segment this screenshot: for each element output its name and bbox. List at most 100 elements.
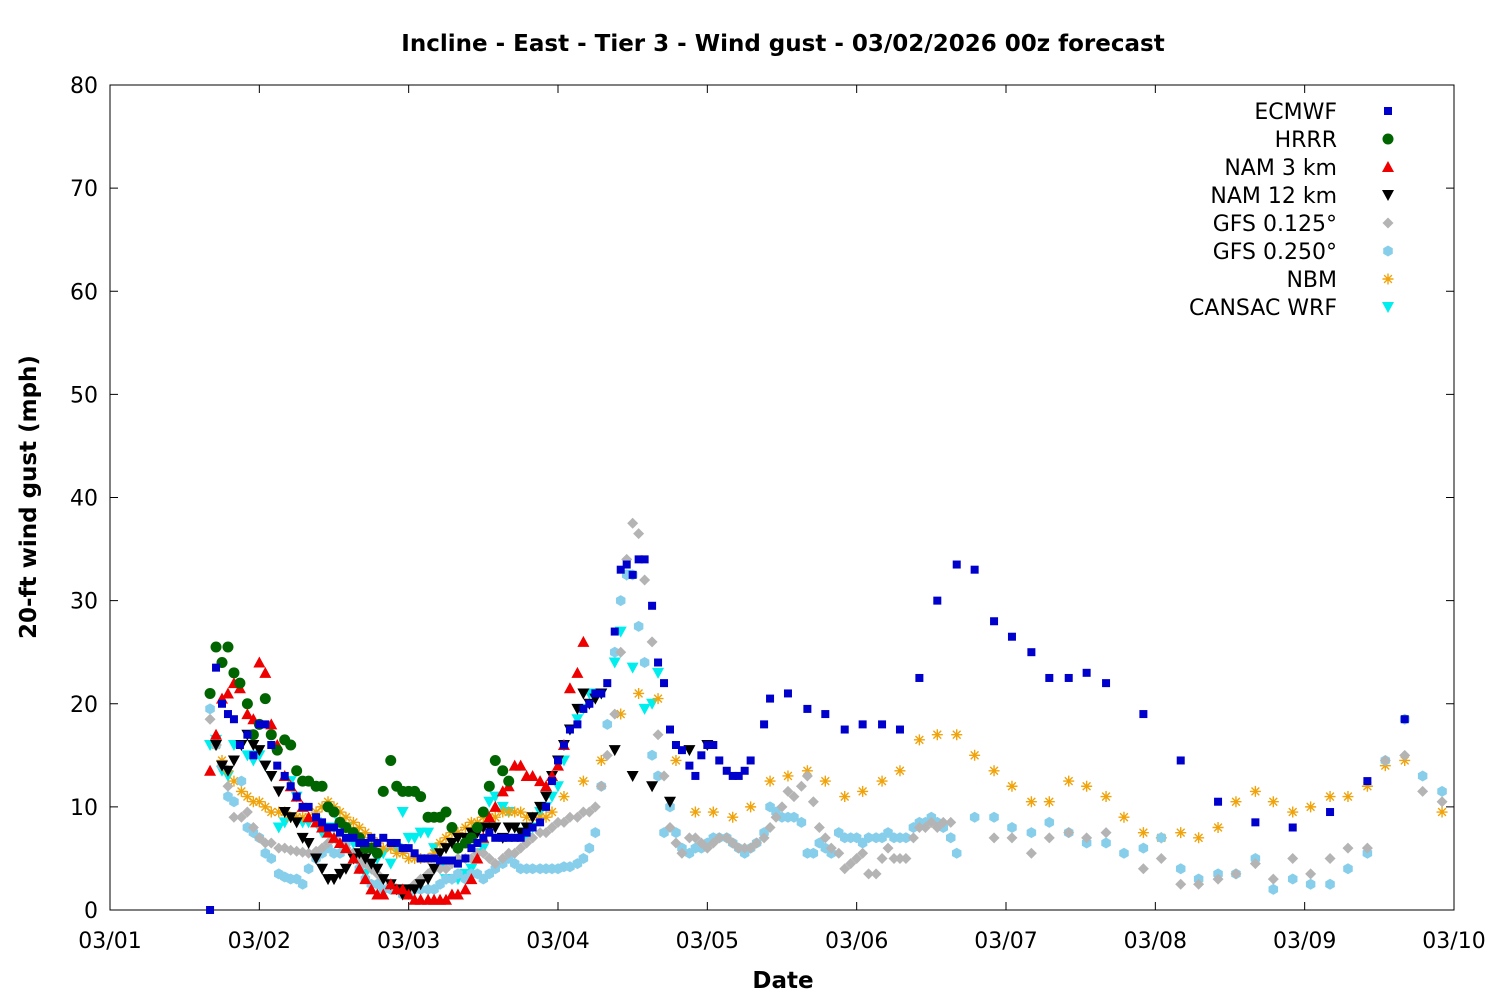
data-point-gfs-0-125 [727, 837, 739, 849]
data-point-nbm [521, 811, 533, 823]
legend-label-gfs-0-125: GFS 0.125° [1213, 212, 1337, 237]
data-point-nam-3-km [465, 873, 478, 885]
data-point-ecmwf [579, 704, 588, 713]
data-point-nam-3-km [204, 764, 217, 776]
data-point-nbm [340, 811, 352, 823]
legend-marker-ecmwf [1384, 107, 1392, 115]
data-point-hrrr [241, 698, 253, 710]
data-point-gfs-0-125 [782, 785, 794, 797]
data-point-nbm [497, 806, 509, 818]
data-point-ecmwf [895, 725, 904, 734]
data-point-nam-12-km [310, 853, 323, 865]
data-point-gfs-0-125 [595, 780, 607, 792]
legend-label-ecmwf: ECMWF [1254, 100, 1337, 125]
data-point-gfs-0-250 [989, 811, 999, 823]
data-point-nbm [391, 847, 403, 859]
data-point-ecmwf [734, 771, 743, 780]
data-point-nam-12-km [445, 837, 458, 849]
legend-label-cansac-wrf: CANSAC WRF [1189, 296, 1337, 321]
data-point-ecmwf [355, 838, 364, 847]
data-point-nbm [745, 801, 757, 813]
data-point-nam-3-km [451, 888, 464, 900]
data-point-cansac-wrf [652, 667, 665, 679]
data-point-ecmwf [280, 771, 289, 780]
data-point-nbm [452, 827, 464, 839]
data-point-gfs-0-125 [265, 837, 277, 849]
data-point-gfs-0-250 [1417, 770, 1428, 782]
data-point-nbm [913, 734, 925, 746]
data-point-ecmwf [218, 699, 226, 708]
data-point-ecmwf [255, 720, 264, 729]
x-tick-label: 03/01 [78, 929, 141, 954]
data-point-ecmwf [304, 802, 313, 811]
legend-label-nbm: NBM [1286, 268, 1337, 293]
x-tick-label: 03/06 [825, 929, 888, 954]
data-point-nbm [894, 765, 906, 777]
y-axis-ticks: 0 10 20 30 40 50 60 70 80 [70, 74, 1454, 924]
data-point-ecmwf [453, 859, 462, 868]
data-point-ecmwf [1139, 710, 1148, 719]
data-point-gfs-0-125 [713, 832, 725, 844]
data-point-gfs-0-125 [1006, 832, 1018, 844]
data-point-ecmwf [548, 777, 557, 786]
data-point-gfs-0-125 [888, 852, 900, 864]
data-point-hrrr [228, 667, 240, 679]
data-point-nbm [577, 775, 589, 787]
data-point-gfs-0-125 [316, 842, 328, 854]
data-point-nbm [546, 806, 558, 818]
series-gfs-0-250 [205, 569, 1447, 901]
y-tick-label: 50 [70, 383, 98, 408]
data-point-ecmwf [603, 679, 612, 688]
data-point-ecmwf [970, 565, 979, 574]
data-point-nam-3-km [384, 878, 397, 890]
data-point-gfs-0-125 [1417, 785, 1429, 797]
data-point-nam-12-km [489, 822, 502, 834]
data-point-ecmwf [610, 627, 619, 636]
data-point-gfs-0-125 [577, 806, 589, 818]
data-point-ecmwf [1251, 818, 1260, 827]
data-point-gfs-0-250 [236, 775, 247, 787]
data-point-gfs-0-250 [229, 796, 239, 808]
data-point-hrrr [385, 754, 397, 766]
data-point-nbm [1118, 811, 1130, 823]
data-point-ecmwf [249, 751, 258, 760]
data-point-gfs-0-250 [633, 620, 644, 632]
data-point-gfs-0-125 [695, 837, 707, 849]
data-point-nam-12-km [316, 863, 329, 875]
data-point-nbm [235, 785, 247, 797]
y-tick-label: 0 [84, 899, 98, 924]
data-point-gfs-0-125 [739, 842, 751, 854]
data-point-gfs-0-125 [273, 842, 285, 854]
data-point-hrrr [285, 739, 297, 751]
data-point-nam-3-km [377, 888, 390, 900]
data-point-nbm [1212, 822, 1224, 833]
x-tick-label: 03/05 [676, 929, 739, 954]
data-point-gfs-0-125 [894, 852, 906, 864]
data-point-ecmwf [1045, 673, 1054, 682]
data-point-gfs-0-125 [1155, 852, 1167, 864]
data-point-nam-12-km [284, 812, 297, 824]
data-point-ecmwf [573, 720, 582, 729]
legend-label-nam-3-km: NAM 3 km [1224, 156, 1337, 181]
data-point-nbm [465, 816, 477, 828]
data-point-gfs-0-125 [627, 517, 639, 529]
data-point-gfs-0-125 [1043, 832, 1055, 844]
data-point-ecmwf [467, 844, 476, 853]
data-point-gfs-0-125 [937, 816, 949, 828]
data-point-gfs-0-125 [259, 837, 271, 849]
data-point-nam-12-km [290, 817, 303, 829]
data-point-ecmwf [261, 720, 270, 729]
data-point-gfs-0-250 [590, 827, 601, 839]
data-point-gfs-0-250 [297, 878, 308, 890]
legend: ECMWF HRRR NAM 3 km NAM 12 km GFS 0.125° GFS … [1189, 100, 1394, 321]
data-point-gfs-0-125 [534, 827, 546, 839]
data-point-hrrr [446, 822, 458, 833]
data-point-ecmwf [803, 704, 812, 713]
data-point-nbm [1063, 775, 1075, 787]
data-point-hrrr [489, 754, 501, 766]
data-point-nam-12-km [265, 770, 278, 782]
data-point-ecmwf [235, 741, 244, 749]
data-point-ecmwf [640, 555, 649, 564]
data-point-gfs-0-125 [440, 863, 452, 875]
data-point-nbm [633, 687, 645, 699]
